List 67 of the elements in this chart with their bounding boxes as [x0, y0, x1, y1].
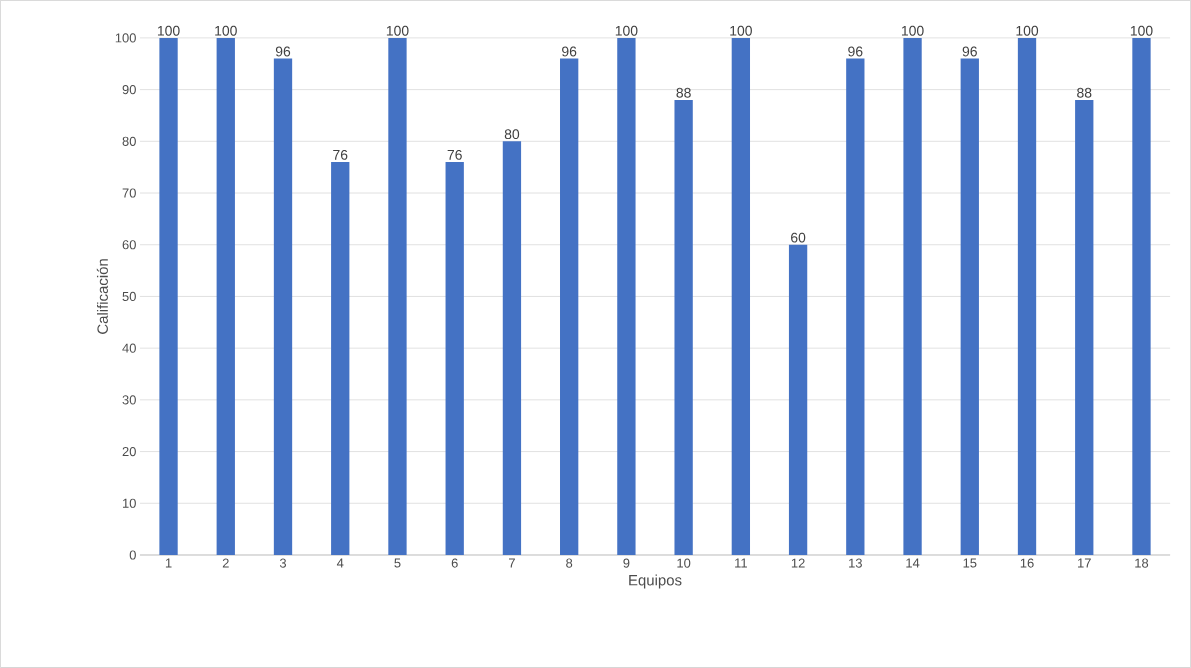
data-label: 100 [157, 25, 180, 36]
bar [960, 58, 979, 556]
bar [216, 37, 235, 556]
bar [788, 244, 808, 556]
x-tick-label: 4 [336, 558, 344, 568]
y-tick-label: 100 [115, 33, 136, 43]
data-label: 100 [901, 25, 924, 36]
data-label: 60 [791, 232, 806, 243]
x-tick-label: 16 [1020, 558, 1034, 568]
bar [159, 37, 178, 556]
x-tick-label: 6 [451, 558, 458, 568]
y-tick-label: 50 [122, 291, 136, 302]
bar [903, 37, 922, 556]
data-label: 76 [447, 149, 462, 160]
x-tick-label: 7 [509, 558, 515, 568]
x-tick-label: 1 [165, 558, 172, 568]
y-tick-label: 90 [122, 85, 136, 95]
x-tick-label: 15 [963, 558, 977, 568]
bar [674, 99, 693, 556]
y-tick-label: 30 [122, 395, 136, 405]
x-axis-title: Equipos [629, 574, 682, 589]
bar [560, 58, 579, 556]
bar [273, 58, 293, 556]
data-label: 100 [386, 25, 409, 36]
bar [388, 37, 407, 556]
x-tick-label: 5 [394, 558, 401, 568]
bar [1075, 99, 1094, 556]
y-tick-label: 10 [122, 498, 136, 508]
bar [731, 37, 751, 556]
y-axis-title: Calificación [96, 259, 108, 334]
data-label: 100 [1016, 25, 1039, 36]
y-tick-label: 80 [122, 136, 136, 146]
x-tick-label: 13 [849, 558, 862, 568]
x-tick-label: 9 [623, 558, 630, 568]
data-label: 100 [1130, 25, 1153, 36]
x-tick-label: 3 [279, 558, 287, 568]
x-tick-label: 18 [1135, 558, 1149, 568]
x-tick-label: 14 [906, 558, 920, 568]
data-label: 80 [504, 129, 520, 140]
data-label: 100 [730, 25, 752, 36]
y-tick-label: 20 [122, 447, 136, 457]
data-label: 96 [962, 46, 977, 57]
bar [331, 162, 350, 556]
data-label: 96 [562, 46, 577, 57]
bar [502, 141, 522, 556]
bar [445, 162, 464, 556]
data-label: 100 [615, 25, 638, 36]
bar [617, 37, 636, 556]
y-tick-label: 60 [122, 240, 136, 250]
x-tick-label: 8 [566, 558, 573, 568]
x-tick-label: 17 [1078, 558, 1091, 568]
bar [1017, 37, 1037, 556]
y-tick-label: 40 [122, 343, 136, 353]
data-label: 76 [333, 149, 348, 160]
bar [1132, 37, 1151, 556]
y-tick-label: 0 [129, 550, 136, 560]
data-label: 96 [275, 46, 291, 57]
data-label: 88 [676, 87, 691, 98]
data-label: 88 [1077, 87, 1092, 98]
x-tick-label: 10 [677, 558, 691, 568]
data-label: 100 [215, 25, 237, 36]
x-tick-label: 12 [791, 558, 805, 568]
y-tick-label: 70 [122, 188, 136, 198]
data-label: 96 [848, 46, 863, 57]
x-tick-label: 11 [735, 558, 747, 568]
bar [846, 58, 865, 556]
x-tick-label: 2 [222, 558, 229, 568]
